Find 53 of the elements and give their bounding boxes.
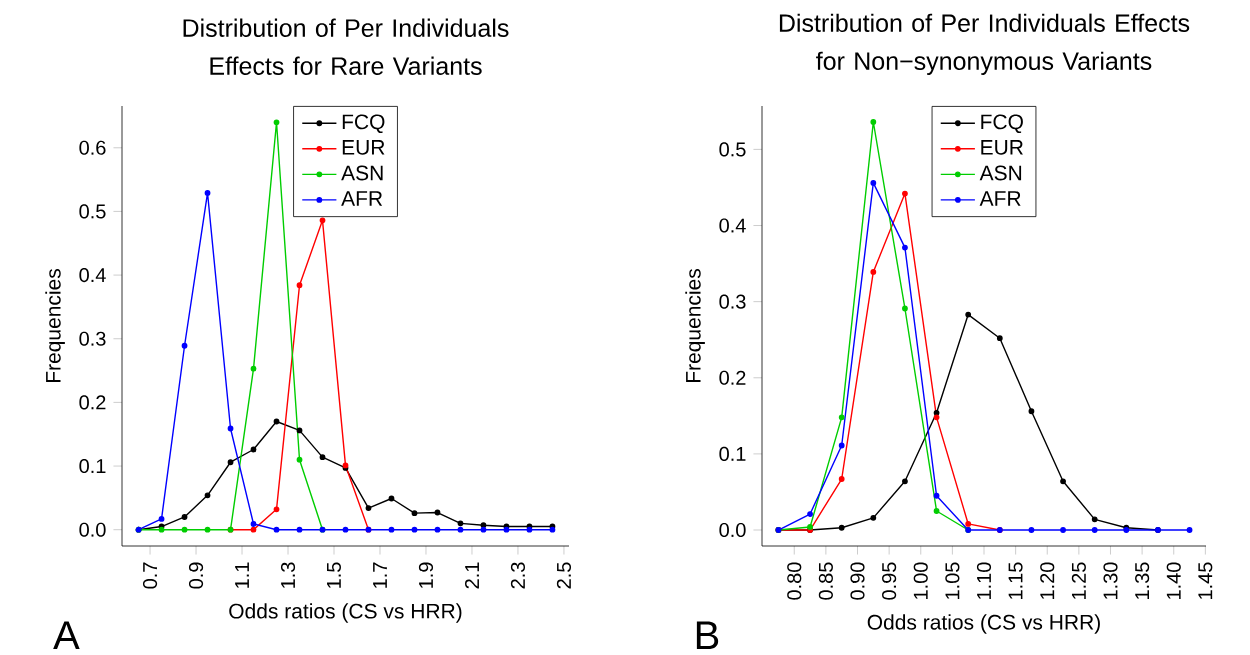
y-tick-label: 0.1 [719,446,746,461]
y-tick-label: 0.2 [79,395,106,410]
legend-label: AFR [979,191,1021,206]
x-tick-label: 1.3 [280,562,296,588]
y-axis-title: Frequencies [685,269,705,383]
chart-title: Distribution of Per Individuals Effects for Non−synonymous Variants [779,13,1190,75]
x-tick-label: 1.05 [945,562,960,599]
x-tick-label: 2.1 [464,562,479,589]
x-tick-label: 1.1 [235,562,249,588]
x-tick-label: 1.7 [373,562,387,588]
x-axis-title: Odds ratios (CS vs HRR) [229,603,462,623]
y-tick-label: 0.0 [719,522,746,538]
x-tick-label: 1.40 [1166,562,1181,599]
y-tick-label: 0.2 [719,370,746,385]
y-tick-label: 0.5 [719,142,746,157]
legend-label: FCQ [981,114,1023,134]
chart-title: Distribution of Per Individuals Effects for Rare Variants [183,18,509,75]
x-tick-label: 2.3 [510,562,526,589]
x-tick-label: 0.9 [188,562,204,589]
text: B [696,621,719,649]
x-tick-label: 0.7 [142,562,158,589]
x-tick-label: 1.10 [976,562,992,599]
x-tick-label: 1.20 [1040,562,1055,599]
x-tick-label: 0.85 [818,562,833,600]
y-tick-label: 0.4 [79,268,106,283]
y-tick-label: 0.5 [79,204,106,219]
legend-label: EUR [342,140,385,155]
x-tick-label: 1.9 [418,562,434,588]
y-tick-label: 0.0 [79,522,106,537]
x-tick-label: 2.5 [556,562,572,589]
x-tick-label: 1.45 [1198,562,1213,599]
y-tick-label: 0.6 [79,140,106,155]
y-tick-label: 0.1 [79,458,106,474]
x-tick-label: 1.30 [1103,562,1118,599]
legend-label: ASN [341,165,383,181]
legend-label: EUR [981,140,1023,155]
x-tick-label: 0.90 [850,562,865,600]
legend-label: ASN [979,165,1022,181]
y-tick-label: 0.3 [79,331,106,346]
x-tick-label: 0.95 [882,562,897,600]
y-tick-label: 0.4 [719,218,746,233]
x-tick-label: 1.35 [1135,562,1150,599]
x-tick-label: 1.15 [1008,562,1023,599]
x-tick-label: 0.80 [787,562,802,600]
x-tick-label: 1.00 [913,562,928,599]
x-axis-title: Odds ratios (CS vs HRR) [867,614,1100,634]
x-tick-label: 1.5 [327,562,341,588]
y-tick-label: 0.3 [719,294,746,309]
legend-label: AFR [341,191,383,206]
y-axis-title: Frequencies [45,269,65,383]
legend-label: FCQ [342,114,385,134]
x-tick-label: 1.25 [1071,562,1086,599]
text: A [53,621,80,649]
